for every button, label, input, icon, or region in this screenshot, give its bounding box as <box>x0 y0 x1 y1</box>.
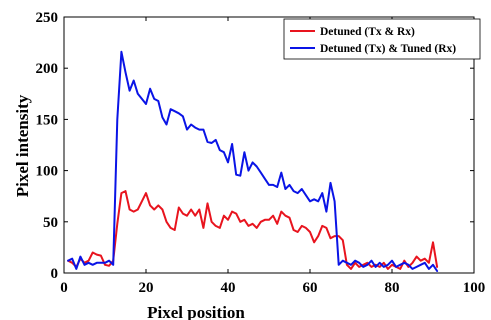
x-tick-label: 0 <box>60 280 68 296</box>
x-tick-label: 80 <box>385 280 400 296</box>
axis-tick-labels: 0 20 40 60 80 100 0 50 100 150 200 250 <box>36 10 486 296</box>
plot-border <box>63 16 475 274</box>
legend-label-detuned-tx-rx: Detuned (Tx & Rx) <box>320 26 415 38</box>
y-tick-label: 200 <box>36 61 59 77</box>
x-axis-label: Pixel position <box>147 303 245 320</box>
plot-frame <box>63 16 475 274</box>
y-axis-label: Pixel intensity <box>13 94 32 197</box>
y-tick-label: 50 <box>43 215 58 231</box>
legend-label-detuned-tx-tuned-rx: Detuned (Tx) & Tuned (Rx) <box>320 43 456 55</box>
series-line-detuned-tx-rx <box>67 190 439 270</box>
y-tick-label: 150 <box>36 112 59 128</box>
series-lines <box>67 50 439 272</box>
x-tick-label: 20 <box>139 280 154 296</box>
y-tick-label: 250 <box>36 10 59 26</box>
y-tick-label: 0 <box>51 266 59 282</box>
x-tick-label: 40 <box>221 280 236 296</box>
x-tick-label: 60 <box>303 280 318 296</box>
legend: Detuned (Tx & Rx) Detuned (Tx) & Tuned (… <box>283 18 481 60</box>
y-tick-label: 100 <box>36 164 59 180</box>
legend-box <box>283 18 481 60</box>
series-line-detuned-tx-tuned-rx <box>67 50 439 272</box>
x-tick-label: 100 <box>463 280 486 296</box>
